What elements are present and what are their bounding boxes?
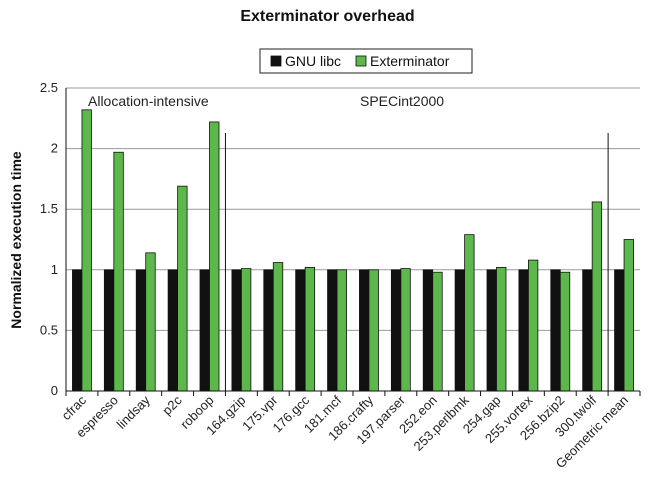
bar-exterminator (177, 185, 188, 392)
bar-gnu-libc (359, 269, 370, 392)
group-separators (224, 133, 609, 391)
bar-gnu-libc (486, 269, 497, 392)
bar-gnu-libc (422, 269, 434, 392)
bar-gnu-libc (327, 269, 338, 392)
y-ticks: 0 0.5 1 1.5 2 2.5 (40, 80, 58, 398)
y-tick-label: 2 (51, 141, 58, 156)
bar-gnu-libc (72, 269, 83, 392)
y-axis-label: Normalized execution time (8, 151, 24, 329)
legend-label: Exterminator (370, 53, 450, 69)
bar-gnu-libc (454, 269, 466, 392)
y-tick-label: 2.5 (40, 80, 58, 95)
bar-exterminator (464, 234, 475, 392)
bar-exterminator (113, 151, 124, 392)
bar-gnu-libc (103, 269, 115, 392)
bar-exterminator (496, 266, 507, 392)
bar-gnu-libc (582, 269, 593, 392)
bar-gnu-libc (550, 269, 561, 392)
bar-gnu-libc (614, 269, 625, 392)
bar-exterminator (432, 271, 443, 392)
annotations: Allocation-intensive SPECint2000 (88, 93, 444, 109)
bar-gnu-libc (390, 269, 402, 392)
annotation-alloc: Allocation-intensive (88, 93, 209, 109)
legend-label: GNU libc (285, 53, 341, 69)
bar-exterminator (209, 121, 220, 392)
bar-exterminator (272, 262, 284, 392)
bars (72, 109, 634, 392)
bar-exterminator (336, 269, 347, 392)
bar-gnu-libc (231, 269, 242, 392)
bar-gnu-libc (167, 269, 179, 392)
category-label: p2c (159, 392, 185, 418)
chart-title: Exterminator overhead (240, 8, 415, 25)
bar-exterminator (623, 239, 634, 392)
legend-swatch (270, 55, 282, 67)
bar-exterminator (81, 109, 92, 392)
bar-exterminator (400, 268, 411, 392)
bar-gnu-libc (295, 269, 306, 392)
bar-exterminator (145, 252, 156, 392)
bar-exterminator (368, 269, 379, 392)
bar-exterminator (527, 259, 539, 392)
bar-gnu-libc (263, 269, 274, 392)
annotation-spec: SPECint2000 (360, 93, 444, 109)
bar-gnu-libc (135, 269, 147, 392)
legend: GNU libc Exterminator (270, 53, 450, 69)
bar-exterminator (559, 271, 571, 392)
bar-gnu-libc (518, 269, 529, 392)
bar-exterminator (240, 268, 252, 392)
bar-exterminator (591, 201, 603, 392)
y-tick-label: 1 (51, 262, 58, 277)
y-tick-label: 1.5 (40, 201, 58, 216)
legend-swatch (355, 55, 367, 67)
axes (65, 88, 641, 396)
gridlines (66, 87, 640, 331)
y-tick-label: 0 (51, 383, 58, 398)
category-label: lindsay (114, 392, 154, 432)
y-tick-label: 0.5 (40, 322, 58, 337)
bar-gnu-libc (199, 269, 210, 392)
bar-exterminator (304, 266, 316, 392)
